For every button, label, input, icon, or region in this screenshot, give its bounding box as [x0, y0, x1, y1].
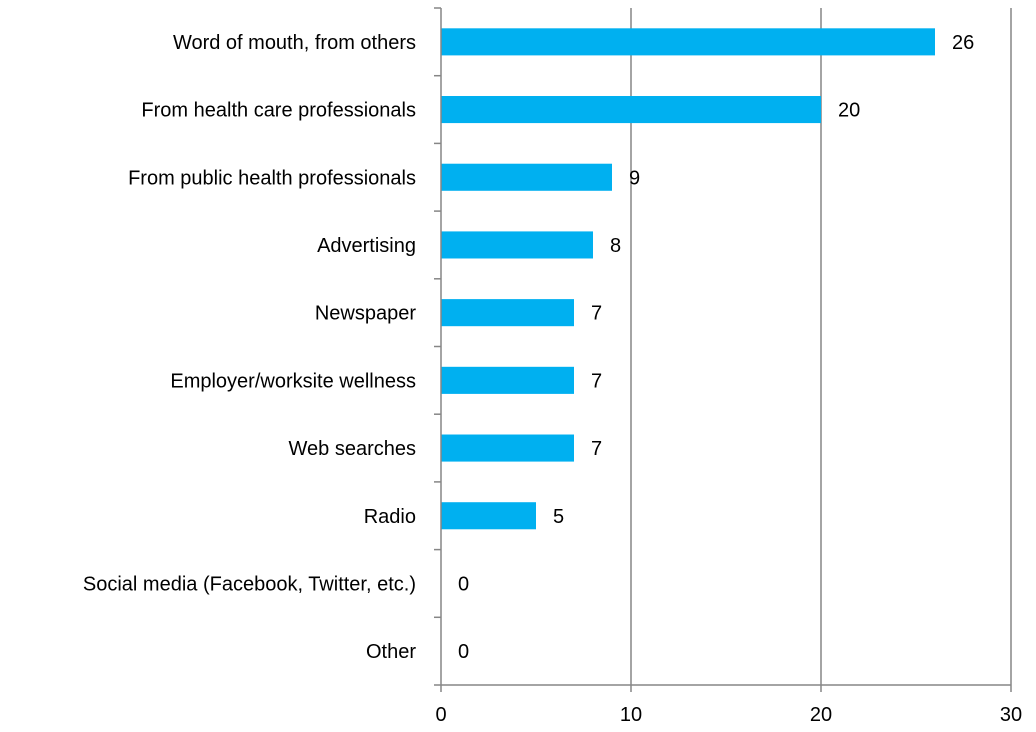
bar [441, 96, 821, 124]
y-axis [434, 7, 1011, 686]
x-tick-labels: 0 10 20 30 [435, 704, 1022, 726]
category-label: Other [366, 641, 416, 663]
bar [441, 502, 536, 530]
data-label: 5 [553, 506, 564, 528]
bar [441, 434, 574, 462]
data-label: 0 [458, 641, 469, 663]
data-label: 0 [458, 573, 469, 595]
bar [441, 366, 574, 394]
x-tick-label: 0 [435, 704, 446, 726]
category-label: Newspaper [315, 303, 417, 325]
category-label: Web searches [289, 438, 416, 460]
bar [441, 28, 935, 56]
bar [441, 231, 593, 259]
data-label: 8 [610, 235, 621, 257]
data-label: 26 [952, 32, 974, 54]
category-label: Social media (Facebook, Twitter, etc.) [83, 573, 416, 595]
x-tick-label: 10 [620, 704, 642, 726]
category-label: From health care professionals [141, 100, 416, 122]
data-labels: 26 20 9 8 7 7 7 5 0 0 [458, 32, 974, 663]
x-tick-label: 20 [810, 704, 832, 726]
bar [441, 299, 574, 327]
x-tick-label: 30 [1000, 704, 1022, 726]
data-label: 20 [838, 100, 860, 122]
data-label: 9 [629, 167, 640, 189]
data-label: 7 [591, 303, 602, 325]
category-label: Employer/worksite wellness [170, 370, 416, 392]
category-label: Word of mouth, from others [173, 32, 416, 54]
category-label: Advertising [317, 235, 416, 257]
category-labels: Word of mouth, from others From health ca… [83, 32, 416, 663]
bar [441, 163, 612, 191]
data-label: 7 [591, 438, 602, 460]
bars [441, 28, 935, 530]
data-label: 7 [591, 370, 602, 392]
category-label: From public health professionals [128, 167, 416, 189]
category-label: Radio [364, 506, 416, 528]
